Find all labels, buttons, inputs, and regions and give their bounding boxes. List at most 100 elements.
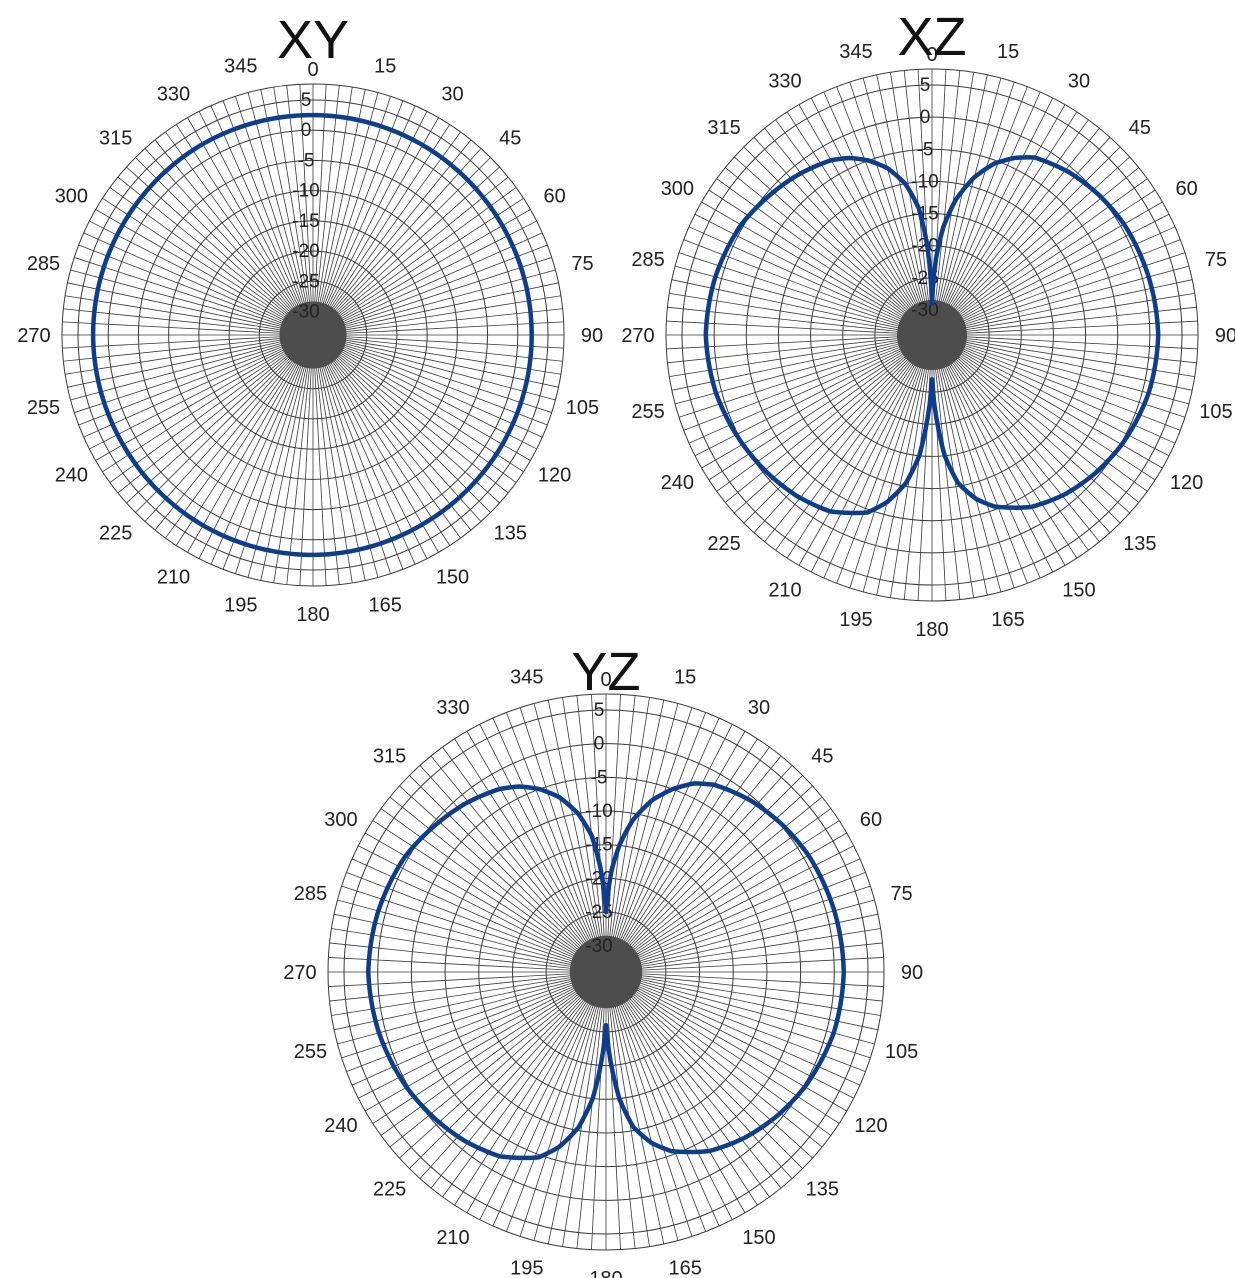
- radial-spoke: [358, 983, 583, 1099]
- radial-spoke: [798, 104, 920, 314]
- radial-spoke: [940, 358, 1028, 584]
- radial-spoke: [616, 717, 720, 949]
- radial-spoke: [849, 358, 925, 589]
- radial-spoke: [683, 343, 909, 431]
- radial-spoke: [126, 350, 296, 504]
- radial-spoke: [945, 111, 1078, 315]
- radial-spoke: [74, 341, 291, 413]
- angle-tick-label: 300: [661, 178, 694, 200]
- radial-spoke: [956, 337, 1197, 364]
- radial-spoke: [260, 357, 309, 581]
- radial-spoke: [346, 872, 582, 963]
- angle-tick-label: 225: [707, 533, 740, 555]
- radial-spoke: [836, 358, 924, 584]
- radial-spoke: [849, 81, 925, 312]
- radial-spoke: [333, 345, 537, 450]
- radial-spoke: [667, 337, 908, 364]
- angle-tick-label: 180: [589, 1268, 622, 1278]
- radial-spoke: [533, 997, 600, 1241]
- radial-spoke: [954, 226, 1176, 326]
- r-tick-label: -20: [292, 241, 319, 262]
- angle-tick-label: 60: [1175, 178, 1197, 200]
- angle-tick-label: 345: [510, 666, 543, 688]
- radial-spoke: [329, 157, 491, 319]
- radial-spoke: [940, 86, 1028, 312]
- angle-tick-label: 240: [324, 1115, 357, 1137]
- chart-title: XZ: [897, 7, 966, 67]
- radial-spoke: [955, 343, 1181, 431]
- radial-spoke: [934, 359, 961, 600]
- radial-spoke: [956, 335, 1198, 350]
- radial-spoke: [938, 359, 1002, 593]
- radial-spoke: [365, 832, 584, 960]
- radial-spoke: [332, 347, 524, 473]
- radial-spoke: [318, 92, 379, 313]
- angle-tick-label: 60: [860, 809, 882, 831]
- radial-spoke: [358, 845, 583, 961]
- radial-spoke: [725, 167, 913, 320]
- radial-spoke: [389, 796, 586, 956]
- radial-spoke: [331, 349, 509, 494]
- radial-spoke: [612, 703, 679, 947]
- angle-tick-label: 120: [854, 1115, 887, 1137]
- radial-spoke: [235, 96, 307, 313]
- radial-spoke: [327, 353, 472, 531]
- angle-tick-label: 45: [811, 746, 833, 768]
- radial-spoke: [630, 979, 871, 1059]
- radial-spoke: [944, 356, 1066, 566]
- angle-tick-label: 330: [436, 697, 469, 719]
- chart-title: XY: [277, 10, 349, 70]
- radial-spoke: [109, 348, 295, 483]
- angle-tick-label: 105: [566, 397, 599, 419]
- r-tick-label: -15: [292, 211, 319, 232]
- radial-spoke: [326, 131, 461, 317]
- radial-spoke: [78, 244, 292, 327]
- radial-spoke: [952, 189, 1156, 322]
- radial-spoke: [619, 738, 758, 951]
- r-tick-label: -30: [911, 300, 938, 321]
- radial-spoke: [628, 832, 847, 960]
- r-tick-label: -25: [292, 271, 319, 292]
- radial-spoke: [611, 997, 665, 1245]
- radial-spoke: [716, 178, 913, 321]
- radial-spoke: [606, 694, 621, 946]
- radial-spoke: [591, 694, 606, 946]
- radial-spoke: [948, 353, 1111, 533]
- radial-spoke: [442, 746, 591, 952]
- radial-spoke: [876, 359, 928, 596]
- radial-spoke: [117, 349, 295, 494]
- radial-spoke: [951, 167, 1139, 320]
- radial-spoke: [330, 350, 500, 504]
- angle-tick-label: 270: [283, 962, 316, 984]
- angle-tick-label: 315: [99, 128, 132, 150]
- radial-spoke: [372, 820, 585, 959]
- radial-spoke: [956, 306, 1197, 333]
- radial-spoke: [67, 339, 291, 388]
- radial-spoke: [210, 356, 304, 565]
- radial-spoke: [327, 139, 472, 317]
- radial-spoke: [126, 166, 296, 320]
- radial-spoke: [810, 97, 922, 313]
- angle-tick-label: 135: [494, 522, 527, 544]
- r-tick-label: 0: [920, 107, 931, 128]
- radial-spoke: [313, 84, 327, 312]
- radial-spoke: [325, 354, 451, 546]
- angle-tick-label: 75: [890, 883, 912, 905]
- radial-spoke: [606, 998, 621, 1250]
- radial-spoke: [716, 349, 913, 492]
- radial-spoke: [318, 357, 379, 578]
- radial-spoke: [334, 232, 543, 326]
- radial-spoke: [335, 339, 559, 388]
- angle-tick-label: 180: [915, 619, 948, 641]
- radial-spoke: [946, 119, 1089, 316]
- radial-spoke: [165, 353, 300, 539]
- radial-spoke: [247, 357, 308, 578]
- radial-spoke: [332, 197, 524, 323]
- angle-tick-label: 15: [674, 666, 696, 688]
- radial-spoke: [629, 983, 854, 1099]
- radial-spoke: [950, 156, 1130, 319]
- radial-spoke: [78, 343, 292, 426]
- radial-spoke: [667, 306, 908, 333]
- angle-tick-label: 240: [661, 472, 694, 494]
- radial-spoke: [333, 209, 531, 324]
